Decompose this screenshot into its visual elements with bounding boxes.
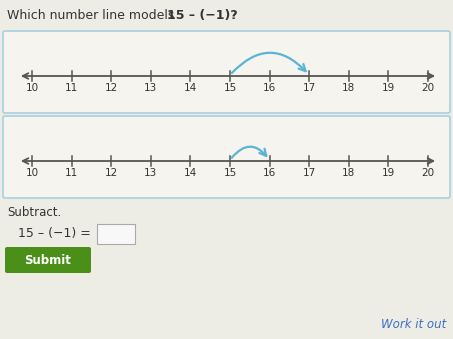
Text: 19: 19: [382, 83, 395, 93]
FancyBboxPatch shape: [3, 116, 450, 198]
Text: 18: 18: [342, 83, 356, 93]
Text: 15: 15: [223, 168, 236, 178]
Text: 20: 20: [421, 168, 434, 178]
Text: 13: 13: [144, 168, 158, 178]
Text: 14: 14: [184, 168, 197, 178]
FancyBboxPatch shape: [3, 31, 450, 113]
Text: 15 – (−1)?: 15 – (−1)?: [167, 9, 238, 22]
Text: 11: 11: [65, 83, 78, 93]
Text: 12: 12: [105, 83, 118, 93]
Text: 18: 18: [342, 168, 356, 178]
Text: 20: 20: [421, 83, 434, 93]
Text: 14: 14: [184, 83, 197, 93]
Text: 15: 15: [223, 83, 236, 93]
Text: Which number line models: Which number line models: [7, 9, 178, 22]
Text: 10: 10: [25, 83, 39, 93]
Text: 15 – (−1) =: 15 – (−1) =: [18, 227, 91, 240]
Text: 19: 19: [382, 168, 395, 178]
Text: Submit: Submit: [24, 254, 72, 266]
Text: Work it out: Work it out: [381, 318, 446, 331]
FancyBboxPatch shape: [5, 247, 91, 273]
Text: 13: 13: [144, 83, 158, 93]
Text: Subtract.: Subtract.: [7, 206, 61, 219]
FancyBboxPatch shape: [97, 224, 135, 244]
Text: 10: 10: [25, 168, 39, 178]
Text: 16: 16: [263, 83, 276, 93]
Text: 17: 17: [303, 168, 316, 178]
Text: 16: 16: [263, 168, 276, 178]
Text: 11: 11: [65, 168, 78, 178]
Text: 17: 17: [303, 83, 316, 93]
Text: 12: 12: [105, 168, 118, 178]
